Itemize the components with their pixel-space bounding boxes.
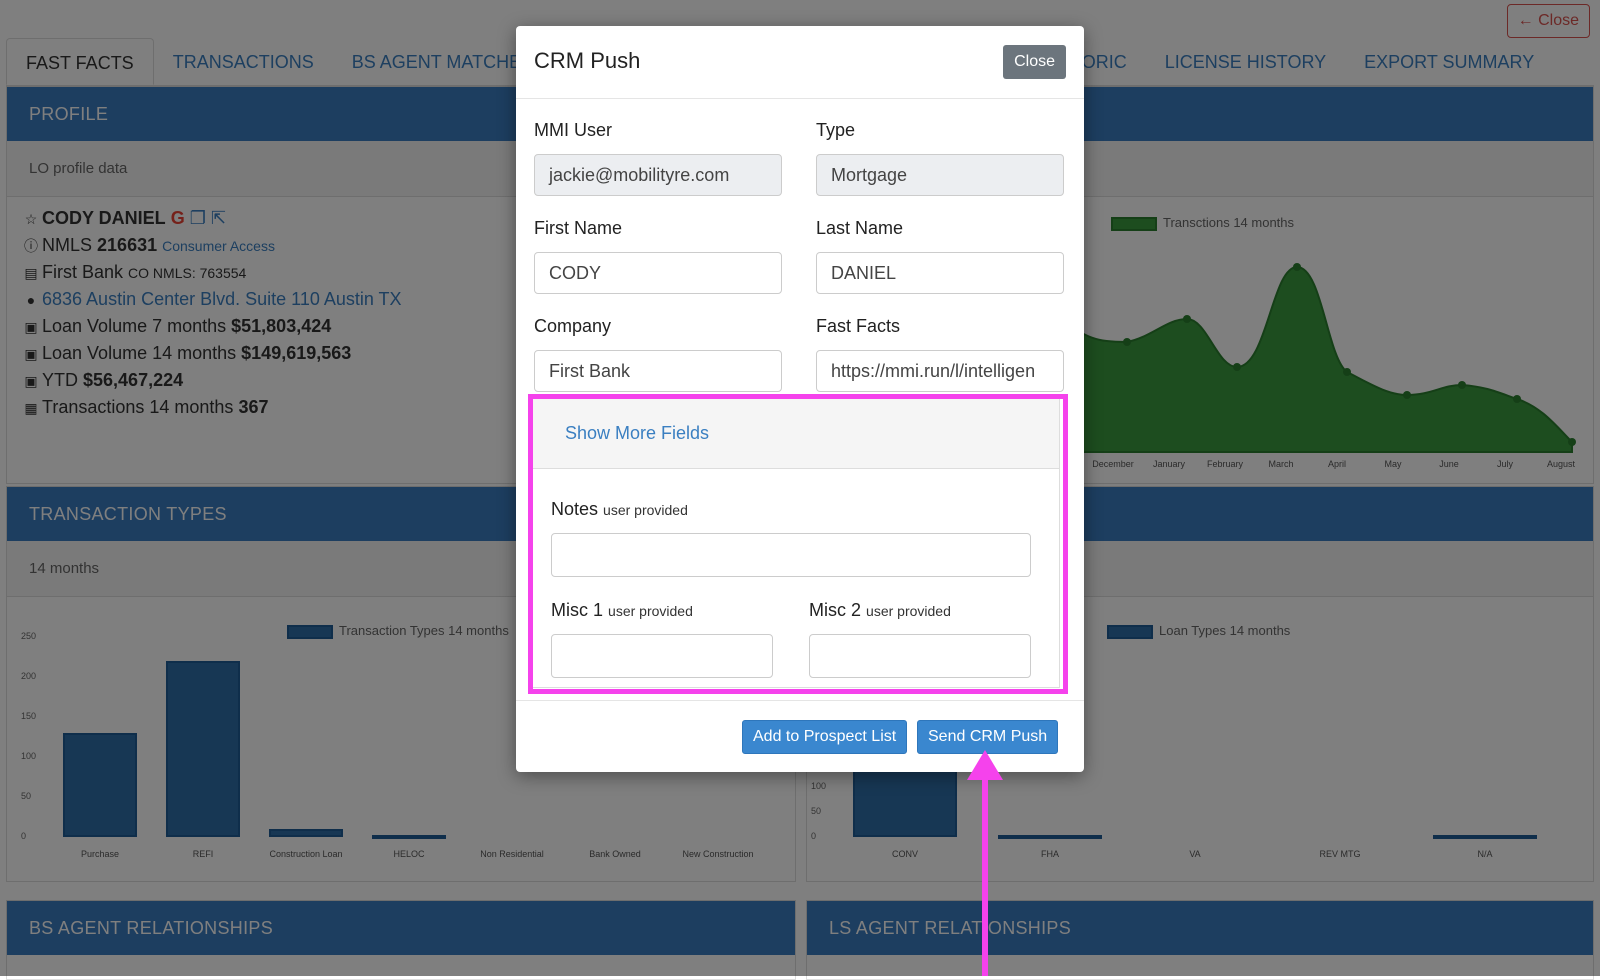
more-fields-section: Show More Fields Notes user provided Mis… — [528, 396, 1060, 688]
highlight-frame — [528, 394, 1068, 694]
misc2-field[interactable] — [809, 634, 1031, 678]
misc2-label: Misc 2 user provided — [809, 600, 951, 620]
last-name-field[interactable]: DANIEL — [816, 252, 1064, 294]
fast-facts-field[interactable]: https://mmi.run/l/intelligen — [816, 350, 1064, 392]
add-to-prospect-list-button[interactable]: Add to Prospect List — [742, 720, 908, 754]
modal-title: CRM Push — [534, 48, 641, 73]
pointer-arrow-head — [967, 750, 1003, 780]
crm-push-modal: CRM Push Close MMI User jackie@mobilityr… — [516, 26, 1084, 772]
more-fields-header: Show More Fields — [529, 397, 1059, 469]
misc1-field[interactable] — [551, 634, 773, 678]
company-field[interactable]: First Bank — [534, 350, 782, 392]
company-label: Company — [534, 316, 612, 336]
first-name-label: First Name — [534, 218, 623, 238]
last-name-label: Last Name — [816, 218, 904, 238]
mmi-user-label: MMI User — [534, 120, 612, 140]
show-more-fields-link[interactable]: Show More Fields — [565, 423, 710, 443]
notes-field[interactable] — [551, 533, 1031, 577]
modal-header: CRM Push Close — [516, 26, 1084, 99]
notes-label: Notes user provided — [551, 499, 688, 519]
first-name-field[interactable]: CODY — [534, 252, 782, 294]
type-field[interactable]: Mortgage — [816, 154, 1064, 196]
pointer-arrow-shaft — [982, 770, 988, 976]
modal-close-button[interactable]: Close — [1003, 45, 1066, 79]
modal-footer: Add to Prospect List Send CRM Push — [516, 700, 1084, 772]
misc1-label: Misc 1 user provided — [551, 600, 693, 620]
send-crm-push-button[interactable]: Send CRM Push — [917, 720, 1059, 754]
type-label: Type — [816, 120, 856, 140]
fast-facts-label: Fast Facts — [816, 316, 901, 336]
mmi-user-field[interactable]: jackie@mobilityre.com — [534, 154, 782, 196]
